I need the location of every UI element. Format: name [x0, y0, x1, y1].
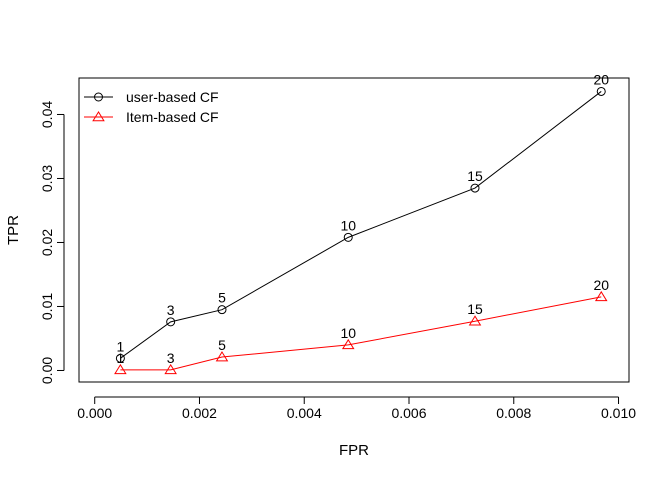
data-point	[343, 232, 353, 242]
y-tick-label: 0.04	[39, 101, 55, 128]
legend-marker	[92, 111, 105, 122]
y-tick-label: 0.03	[39, 165, 55, 192]
x-tick-label: 0.008	[496, 405, 531, 421]
legend: user-based CF Item-based CF	[84, 89, 219, 125]
data-label: 5	[218, 290, 226, 306]
y-tick-label: 0.00	[39, 357, 55, 384]
x-axis-title: FPR	[339, 442, 369, 459]
data-point	[470, 183, 480, 193]
legend-entry: Item-based CF	[84, 109, 219, 125]
data-label: 10	[340, 217, 356, 233]
plot-frame	[78, 77, 630, 383]
y-axis-title: TPR	[5, 215, 22, 245]
series-line	[120, 91, 602, 359]
data-point	[594, 290, 608, 302]
x-tick-label: 0.010	[601, 405, 636, 421]
legend-label: user-based CF	[126, 89, 219, 105]
data-label: 15	[467, 168, 483, 184]
axes: 0.000 0.002 0.004 0.006 0.008 0.010 FPR 0.00 0.0…	[5, 77, 636, 459]
data-point	[217, 305, 227, 315]
data-label: 3	[167, 350, 175, 366]
x-tick-label: 0.006	[391, 405, 426, 421]
y-tick-label: 0.02	[39, 229, 55, 256]
plot-area: 1 3 5 10 15 20 1 3 5 10 15 20	[114, 71, 609, 375]
data-label: 1	[116, 338, 124, 354]
data-point	[596, 86, 606, 96]
legend-entry: user-based CF	[84, 89, 219, 105]
y-tick-label: 0.01	[39, 293, 55, 320]
legend-label: Item-based CF	[126, 109, 219, 125]
data-label: 5	[218, 337, 226, 353]
x-tick-label: 0.000	[77, 405, 112, 421]
data-point	[341, 338, 355, 350]
data-point	[468, 315, 482, 326]
data-label: 1	[116, 350, 124, 366]
data-point	[114, 363, 127, 375]
data-point	[115, 353, 125, 363]
series-line	[120, 296, 602, 371]
data-label: 20	[593, 277, 609, 293]
data-point	[215, 351, 229, 362]
x-tick-label: 0.002	[182, 405, 217, 421]
x-tick-label: 0.004	[287, 405, 322, 421]
data-label: 20	[593, 71, 609, 87]
data-point	[164, 363, 177, 375]
data-label: 15	[467, 301, 483, 317]
data-label: 10	[340, 325, 356, 341]
legend-marker	[94, 92, 103, 102]
data-label: 3	[167, 302, 175, 318]
data-point	[166, 317, 176, 327]
